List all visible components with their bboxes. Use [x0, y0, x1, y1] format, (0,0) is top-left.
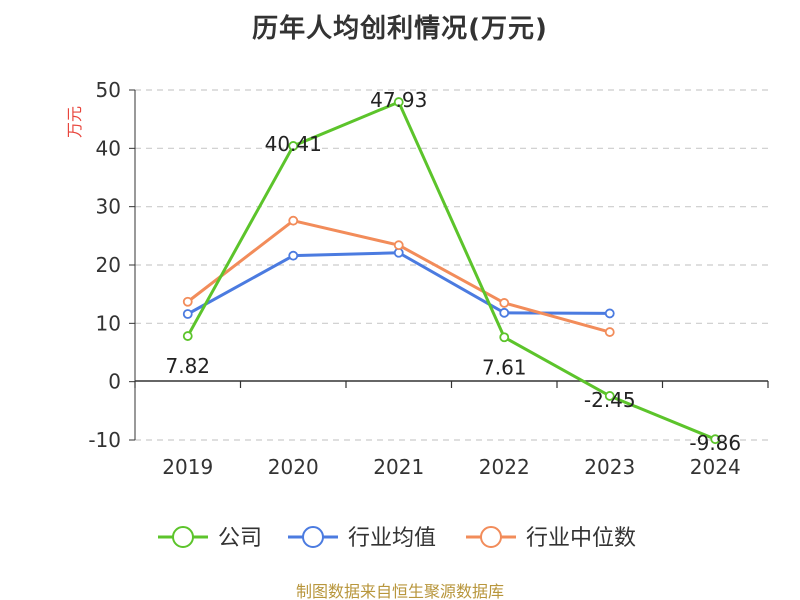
data-point	[499, 298, 510, 308]
chart-title: 历年人均创利情况(万元)	[252, 14, 548, 44]
data-point	[182, 296, 193, 307]
data-label: 40.41	[265, 132, 322, 156]
data-point	[499, 332, 510, 343]
x-tick-label: 2023	[584, 455, 635, 479]
data-labels: 7.82 40.41 47.93 7.61 -2.45 -9.86	[165, 88, 741, 455]
x-tick-label: 2024	[690, 455, 741, 479]
data-label: -9.86	[689, 431, 741, 455]
legend-marker-icon	[172, 526, 194, 548]
y-tick-label: 0	[108, 370, 121, 394]
legend-marker-icon	[480, 526, 502, 548]
data-point	[182, 331, 193, 341]
data-point	[710, 434, 721, 445]
x-tick-label: 2019	[162, 455, 213, 479]
source-note: 制图数据来自恒生聚源数据库	[295, 582, 504, 600]
y-tick-label: 20	[96, 253, 121, 277]
legend-item-0[interactable]: 公司	[158, 526, 262, 551]
legend-item-1[interactable]: 行业均值	[288, 526, 436, 551]
data-label: 7.82	[165, 354, 210, 378]
series-line-2	[186, 219, 611, 334]
data-point	[393, 240, 404, 251]
x-tick-label: 2022	[479, 455, 530, 479]
data-point	[288, 141, 299, 151]
y-axis-unit-label: 万元	[65, 106, 84, 138]
y-tick-label: 50	[96, 78, 121, 102]
series-line-1	[187, 251, 610, 316]
data-point	[604, 327, 615, 337]
data-point	[182, 309, 193, 319]
legend: 公司 行业均值 行业中位数	[158, 526, 636, 551]
series-lines	[182, 97, 721, 445]
y-tick-label: 10	[96, 311, 121, 335]
data-label: 7.61	[482, 355, 527, 379]
legend-label: 行业中位数	[526, 526, 636, 551]
x-tick-label: 2020	[268, 455, 319, 479]
legend-label: 公司	[218, 526, 262, 551]
data-label: 47.93	[370, 88, 427, 112]
data-point	[499, 307, 510, 318]
data-point	[604, 308, 615, 319]
y-tick-label: -10	[88, 428, 121, 452]
series-line-0	[186, 100, 716, 441]
legend-item-2[interactable]: 行业中位数	[466, 526, 636, 551]
data-point	[288, 250, 299, 261]
legend-label: 行业均值	[348, 526, 436, 551]
data-point	[288, 215, 299, 226]
y-tick-label: 40	[96, 136, 121, 160]
data-point	[604, 391, 615, 401]
legend-marker-icon	[302, 526, 324, 548]
axes: 50 40 30 20 10 0 -10 万元 2019 2020 2021 2022 2023 2024	[65, 78, 769, 479]
data-label: -2.45	[584, 388, 636, 412]
data-point	[393, 97, 404, 107]
y-tick-label: 30	[96, 195, 121, 219]
x-tick-label: 2021	[373, 455, 424, 479]
